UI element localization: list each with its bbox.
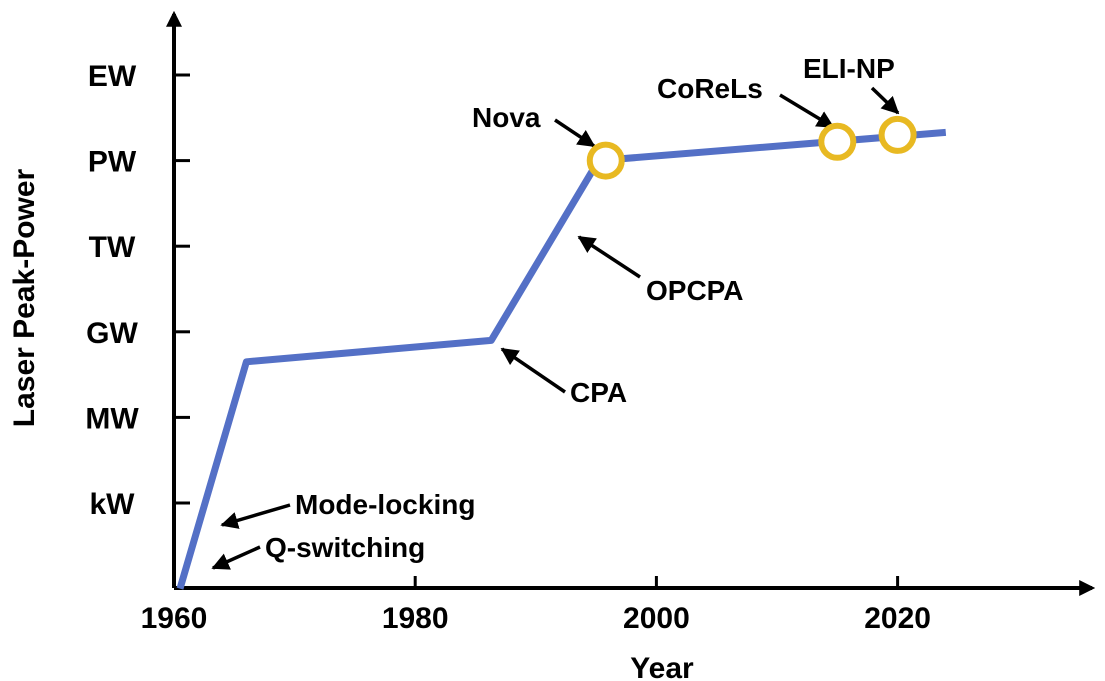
- annotation-nova: Nova: [472, 102, 541, 133]
- milestone-layer: [586, 115, 917, 180]
- y-axis-title: Laser Peak-Power: [8, 168, 41, 427]
- x-tick-label: 1960: [141, 602, 208, 635]
- milestone-nova: [586, 141, 625, 180]
- y-tick-label: MW: [85, 402, 139, 435]
- series-layer: [176, 128, 947, 590]
- x-tick-label: 2000: [623, 602, 690, 635]
- annotation-eli-np: ELI-NP: [803, 53, 895, 84]
- arrow-nova: [554, 118, 596, 148]
- annotation-mode-locking: Mode-locking: [295, 489, 475, 520]
- annotation-layer: Mode-locking Q-switching CPA OPCPA Nova CoReL…: [211, 53, 900, 570]
- ticks-layer: 1960 1980 2000 2020 kW MW GW TW PW EW: [85, 60, 931, 635]
- y-tick-label: TW: [89, 231, 136, 264]
- series-line: [176, 128, 947, 590]
- y-tick-label: GW: [86, 317, 138, 350]
- x-axis-title: Year: [630, 652, 694, 681]
- arrow-cpa: [500, 347, 566, 394]
- y-tick-label: kW: [90, 488, 136, 521]
- milestone-eli-np: [878, 115, 917, 154]
- y-tick-label: EW: [88, 60, 137, 93]
- arrow-opcpa: [577, 235, 641, 279]
- annotation-opcpa: OPCPA: [646, 275, 744, 306]
- arrow-q-switching: [211, 545, 261, 570]
- annotation-corels: CoReLs: [657, 73, 763, 104]
- annotation-q-switching: Q-switching: [265, 532, 425, 563]
- arrow-eli-np: [870, 86, 900, 115]
- arrow-mode-locking: [220, 503, 291, 529]
- x-tick-label: 1980: [382, 602, 449, 635]
- annotation-cpa: CPA: [570, 377, 627, 408]
- milestone-corels: [818, 122, 857, 161]
- arrow-corels: [779, 93, 835, 129]
- y-tick-label: PW: [88, 146, 137, 179]
- x-tick-label: 2020: [864, 602, 931, 635]
